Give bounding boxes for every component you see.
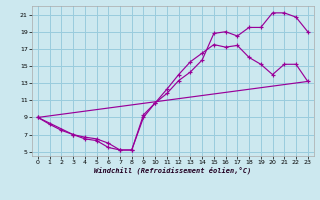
X-axis label: Windchill (Refroidissement éolien,°C): Windchill (Refroidissement éolien,°C): [94, 167, 252, 174]
